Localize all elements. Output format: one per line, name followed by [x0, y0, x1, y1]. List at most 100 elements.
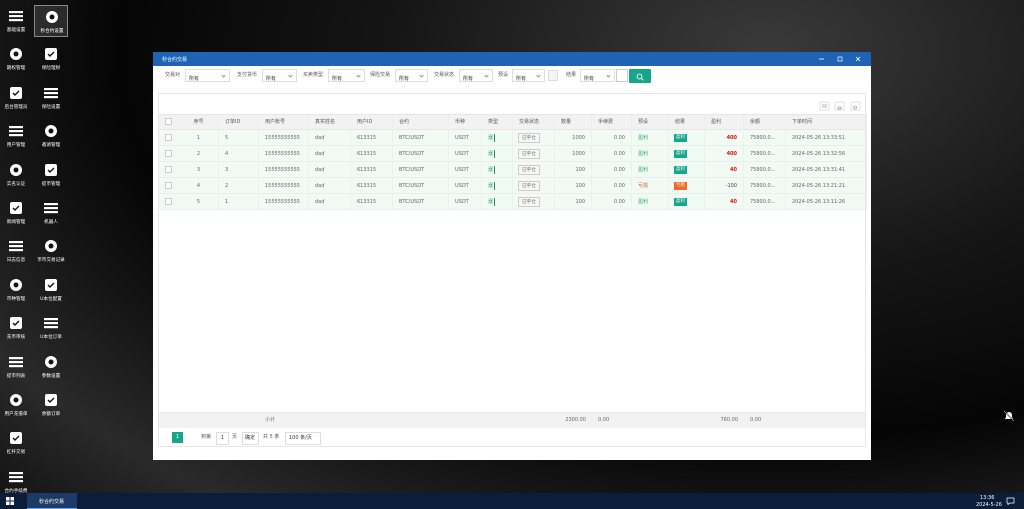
window-controls[interactable]	[813, 54, 869, 64]
menu-label: U本位订单	[40, 335, 62, 341]
menu-icon	[10, 278, 22, 291]
menu-item[interactable]: 用户充值单	[0, 389, 33, 421]
type-label: 涨	[488, 199, 494, 205]
menu-item[interactable]: 实名认证	[0, 159, 33, 191]
menu-item[interactable]: 日志信息	[0, 235, 33, 267]
table-cell: dad	[309, 178, 351, 194]
menu-item[interactable]: 提币列表	[0, 351, 33, 383]
page-size[interactable]: 100 条/页	[285, 432, 321, 445]
search-button[interactable]	[629, 69, 651, 83]
filter-value: 所有	[189, 76, 200, 82]
table-cell: USDT	[449, 162, 482, 178]
filter-label: 保险交易	[370, 72, 391, 78]
table-cell: 4	[179, 178, 219, 194]
menu-label: 用户充值单	[4, 412, 28, 417]
filter-select[interactable]: 所有	[459, 69, 493, 82]
up-arrow	[494, 182, 495, 190]
column-header[interactable]: 类型	[482, 114, 513, 130]
menu-item[interactable]: 合约手续费	[0, 466, 33, 498]
menu-item[interactable]: 用户管理	[0, 120, 33, 152]
column-header[interactable]: 余额	[744, 114, 786, 130]
checkbox[interactable]	[165, 166, 172, 173]
column-header[interactable]: 序号	[179, 114, 219, 130]
table-cell: 75800.0...	[744, 178, 786, 194]
column-header[interactable]: 用户账号	[259, 114, 309, 130]
column-header[interactable]: 结果	[669, 114, 705, 130]
filter-select[interactable]: 所有	[185, 69, 230, 82]
column-header[interactable]: 盈利	[705, 114, 744, 130]
expand-button[interactable]	[616, 69, 628, 82]
column-header[interactable]: 订单ID	[219, 114, 259, 130]
confirm-button[interactable]: 确定	[242, 432, 259, 445]
menu-label: 日志信息	[6, 258, 26, 264]
column-header[interactable]: 预设	[632, 114, 669, 130]
table-cell: 1000	[555, 146, 592, 162]
column-header[interactable]: 下单时间	[786, 114, 867, 130]
table-cell: 盈利	[632, 130, 669, 146]
filter-select[interactable]: 所有	[580, 69, 615, 82]
taskbar-app[interactable]: 秒合约交易	[27, 493, 77, 509]
menu-icon	[10, 432, 22, 445]
current-page[interactable]: 1	[172, 432, 183, 443]
column-header[interactable]: 币种	[449, 114, 482, 130]
menu-item[interactable]: 后台管理员	[0, 82, 33, 114]
menu-label: 秒合约设置	[40, 29, 64, 34]
column-header[interactable]: 用户ID	[351, 114, 393, 130]
menu-item[interactable]: 充币审核	[0, 312, 33, 344]
menu-item[interactable]: 保险设置	[34, 82, 68, 114]
menu-label: 合约手续费	[4, 488, 28, 494]
start-button[interactable]	[6, 497, 14, 505]
checkbox[interactable]	[165, 134, 172, 141]
filter-select[interactable]: 所有	[328, 69, 365, 82]
checkbox[interactable]	[165, 182, 172, 189]
filter-value: 所有	[463, 76, 474, 82]
column-header[interactable]: 合约	[393, 114, 449, 130]
menu-item[interactable]: 币种管理	[0, 274, 33, 306]
filter-bar: 交易对 所有 支付货币 所有 买卖类型 所有 保险交易 所有 交易状态 所有 预设 所有 结果 所有	[153, 68, 871, 86]
table-cell: 2024-05-26 13:11:26	[786, 194, 867, 210]
menu-item[interactable]: 新闻管理	[0, 197, 33, 229]
filter-select[interactable]: 所有	[262, 69, 297, 82]
menu-item[interactable]: 杠杆交易	[0, 427, 33, 459]
menu-item[interactable]: 基础设置	[0, 5, 33, 37]
menu-item[interactable]: 保险理财	[34, 43, 68, 75]
menu-item[interactable]: 秒合约设置	[34, 5, 68, 37]
menu-icon	[10, 317, 22, 330]
menu-item[interactable]: U本位配置	[34, 274, 68, 306]
checkbox[interactable]	[165, 118, 172, 125]
table-cell: BTC/USDT	[393, 146, 449, 162]
caret	[288, 73, 293, 78]
page-input[interactable]: 1	[216, 432, 229, 445]
column-header[interactable]: 交易状态	[513, 114, 555, 130]
table-cell: dad	[309, 146, 351, 162]
table-cell: 0.00	[592, 146, 632, 162]
checkbox[interactable]	[165, 198, 172, 205]
menu-item[interactable]: 机器人	[34, 197, 68, 229]
table-tools[interactable]	[819, 101, 863, 111]
action-center[interactable]	[1006, 497, 1015, 505]
menu-item[interactable]: 期权管理	[0, 43, 33, 75]
menu-item[interactable]: 币币交易记录	[34, 235, 68, 267]
table-cell: 3	[179, 162, 219, 178]
menu-item[interactable]: 提币管理	[34, 159, 68, 191]
table-cell: 已平仓	[513, 130, 555, 146]
settings-button[interactable]	[548, 70, 558, 81]
filter-select[interactable]: 所有	[395, 69, 428, 82]
menu-item[interactable]: U本位订单	[34, 312, 68, 344]
column-header[interactable]: 手续费	[592, 114, 632, 130]
taskbar-app-label: 秒合约交易	[39, 499, 65, 505]
column-header[interactable]: 数量	[555, 114, 592, 130]
filter-select[interactable]: 所有	[512, 69, 545, 82]
column-header[interactable]: 真实姓名	[309, 114, 351, 130]
table-cell: 15555555555	[259, 146, 309, 162]
menu-label: 机器人	[44, 220, 58, 225]
menu-item[interactable]: 参数设置	[34, 351, 68, 383]
table-cell: 3	[219, 162, 259, 178]
checkbox[interactable]	[165, 150, 172, 157]
search-icon	[636, 73, 644, 81]
notification-off-icon[interactable]	[1002, 409, 1016, 423]
menu-item[interactable]: 邀请管理	[34, 120, 68, 152]
menu-item[interactable]: 余额订单	[34, 389, 68, 421]
total-count: 共 5 条	[263, 434, 280, 440]
